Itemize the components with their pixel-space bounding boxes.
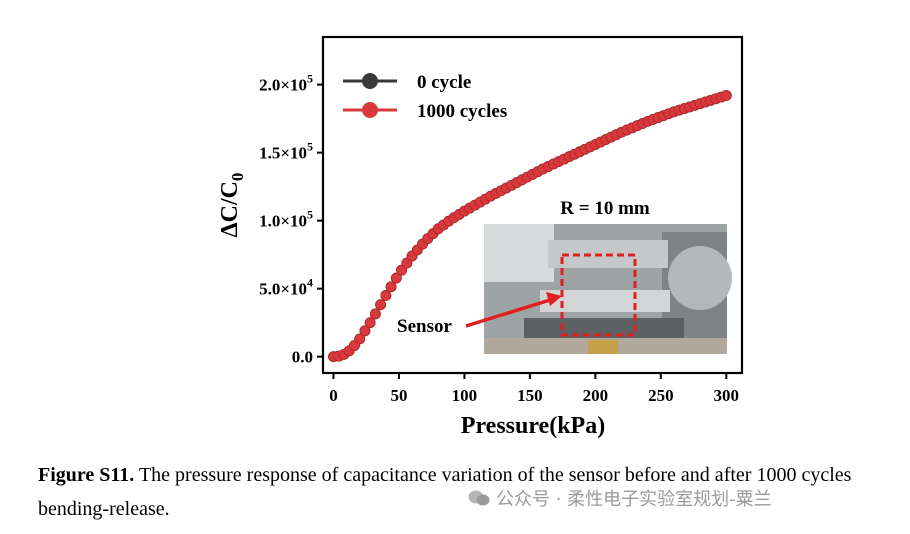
x-tick-label: 100	[452, 386, 478, 405]
y-tick-label: 0.0	[292, 348, 313, 367]
wechat-icon	[468, 490, 490, 506]
x-tick-label: 250	[648, 386, 674, 405]
x-axis-ticks: 0 50 100 150 200 250 300	[329, 373, 739, 405]
y-axis-title: ΔC/C0	[217, 173, 247, 238]
legend-marker-0-cycle	[362, 73, 378, 89]
inset-window-left	[484, 224, 554, 282]
plot-frame	[321, 35, 744, 375]
legend-marker-1000-cycles	[362, 102, 378, 118]
x-tick-label: 300	[714, 386, 740, 405]
figure-caption: Figure S11. The pressure response of cap…	[38, 458, 898, 526]
data-point	[380, 290, 392, 301]
y-axis-ticks: 0.0 5.0×104 1.0×105 1.5×105 2.0×105	[259, 72, 323, 367]
x-tick-label: 0	[329, 386, 338, 405]
sensor-photo-inset: R = 10 mm Sensor	[397, 198, 732, 354]
legend-label-1000-cycles: 1000 cycles	[417, 101, 507, 122]
x-tick-label: 200	[583, 386, 609, 405]
y-tick-label: 1.0×105	[259, 208, 313, 231]
watermark: 公众号 · 柔性电子实验室规划-粟兰	[468, 485, 772, 511]
legend-label-0-cycle: 0 cycle	[417, 72, 471, 93]
chart: 0.0 5.0×104 1.0×105 1.5×105 2.0×105 0 50 100 15…	[217, 35, 744, 439]
data-point	[720, 90, 732, 101]
data-point	[385, 281, 397, 293]
y-tick-label: 1.5×105	[259, 140, 313, 163]
data-point	[390, 272, 402, 284]
series-layer	[328, 90, 732, 363]
y-tick-label: 5.0×104	[259, 276, 313, 299]
inset-right-disc	[668, 246, 732, 310]
x-tick-label: 150	[517, 386, 543, 405]
sensor-arrow-line	[465, 298, 551, 328]
data-point	[354, 333, 366, 345]
sensor-label: Sensor	[397, 316, 452, 337]
caption-label: Figure S11.	[38, 464, 135, 486]
inset-gold-part	[588, 340, 618, 354]
sensor-highlight-box	[560, 253, 637, 337]
watermark-text: 公众号 · 柔性电子实验室规划-粟兰	[496, 489, 772, 510]
legend: 0 cycle 1000 cycles	[343, 72, 507, 122]
x-tick-label: 50	[390, 386, 407, 405]
data-point	[364, 317, 376, 329]
sensor-arrow-head	[546, 292, 562, 306]
data-point	[369, 308, 381, 320]
data-point	[375, 299, 387, 311]
caption-text: The pressure response of capacitance var…	[38, 464, 852, 520]
data-point	[359, 325, 371, 337]
x-axis-title: Pressure(kPa)	[461, 413, 605, 439]
inset-title: R = 10 mm	[560, 198, 650, 219]
inset-rails	[540, 290, 670, 312]
y-tick-label: 2.0×105	[259, 72, 313, 95]
